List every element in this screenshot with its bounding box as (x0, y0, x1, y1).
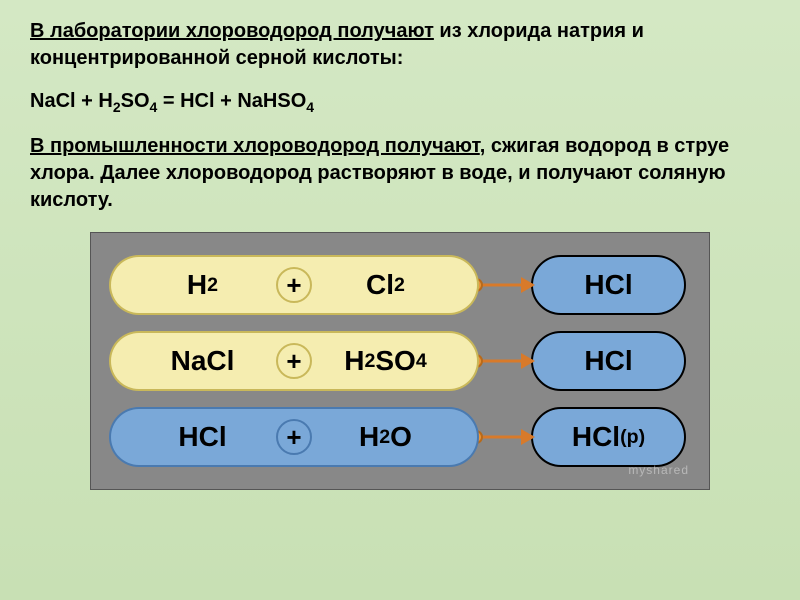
watermark: myshared (628, 463, 689, 477)
reaction-row: H2Cl2+ HCl (109, 247, 691, 323)
plus-icon: + (276, 267, 312, 303)
equation: NaCl + H2SO4 = HCl + NaHSO4 (30, 90, 770, 115)
reaction-row: NaClH2SO4+ HCl (109, 323, 691, 399)
reactant-pair: H2Cl2+ (109, 255, 479, 315)
reactant-pair: NaClH2SO4+ (109, 331, 479, 391)
arrow-connector (473, 359, 533, 363)
reaction-row: HClH2O+ HCl(р) (109, 399, 691, 475)
product-capsule: HCl (531, 255, 686, 315)
product-capsule: HCl(р) (531, 407, 686, 467)
paragraph-1: В лаборатории хлороводород получают из х… (30, 18, 770, 72)
arrow-connector (473, 435, 533, 439)
reaction-diagram: H2Cl2+HClNaClH2SO4+HClHClH2O+HCl(р) mysh… (90, 232, 710, 490)
para1-underline: В лаборатории хлороводород получают (30, 20, 434, 42)
arrowhead-icon (521, 429, 535, 445)
reactant-right: Cl2 (294, 255, 479, 315)
reactant-right: H2O (294, 407, 479, 467)
arrow-connector (473, 283, 533, 287)
reactant-left: H2 (109, 255, 294, 315)
plus-icon: + (276, 419, 312, 455)
para2-underline: В промышленности хлороводород получают (30, 135, 480, 157)
arrowhead-icon (521, 353, 535, 369)
paragraph-2: В промышленности хлороводород получают, … (30, 133, 770, 214)
plus-icon: + (276, 343, 312, 379)
product-capsule: HCl (531, 331, 686, 391)
reactant-pair: HClH2O+ (109, 407, 479, 467)
reactant-left: NaCl (109, 331, 294, 391)
reactant-left: HCl (109, 407, 294, 467)
arrowhead-icon (521, 277, 535, 293)
reactant-right: H2SO4 (294, 331, 479, 391)
